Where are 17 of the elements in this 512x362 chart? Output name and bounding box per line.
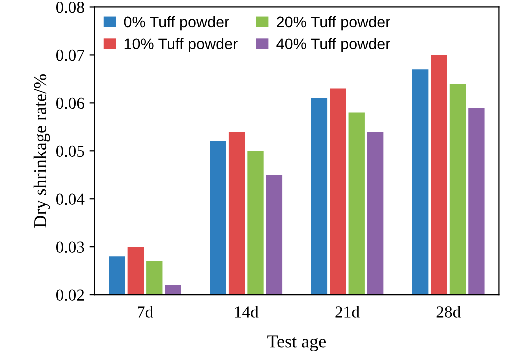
x-tick-label: 14d — [235, 306, 259, 318]
legend-label: 20% Tuff powder — [277, 16, 390, 31]
x-tick-label: 7d — [138, 306, 154, 318]
y-tick-label: 0.05 — [56, 146, 84, 158]
x-axis-title: Test age — [268, 336, 326, 352]
legend-label: 40% Tuff powder — [276, 38, 390, 53]
legend-label: 0% Tuff powder — [124, 16, 230, 31]
x-tick-label: 28d — [436, 306, 461, 318]
y-tick-label: 0.06 — [56, 98, 84, 110]
y-tick-label: 0.03 — [56, 242, 84, 254]
y-tick-label: 0.02 — [56, 290, 84, 302]
y-axis-title: Dry shrinkage rate/% — [34, 74, 50, 228]
y-tick-label: 0.08 — [56, 2, 84, 14]
x-tick-label: 21d — [336, 306, 360, 318]
legend-label: 10% Tuff powder — [124, 38, 238, 53]
y-tick-label: 0.04 — [56, 194, 85, 206]
y-tick-label: 0.07 — [56, 50, 85, 62]
